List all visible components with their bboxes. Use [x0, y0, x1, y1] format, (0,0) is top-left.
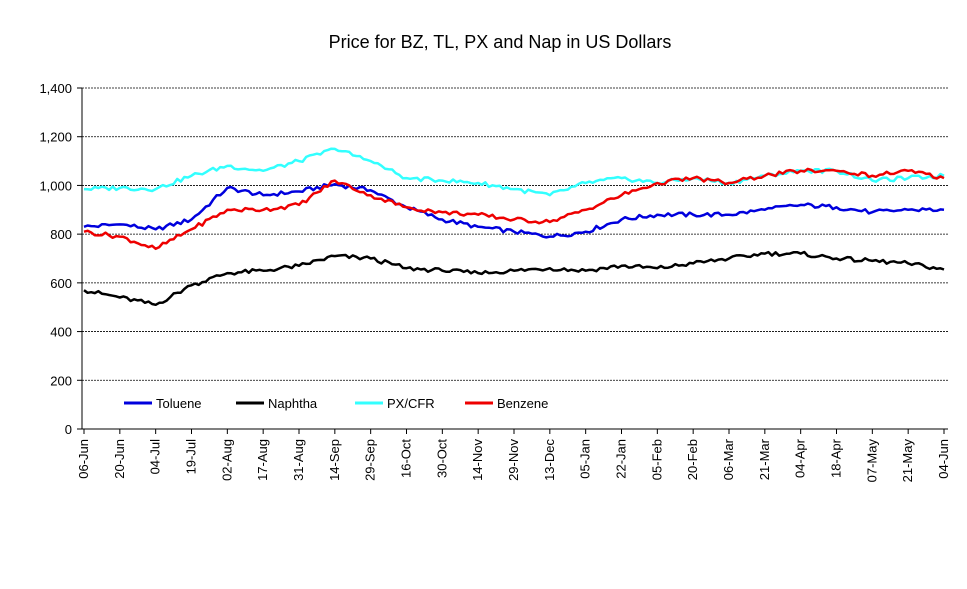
legend-item: Toluene — [124, 396, 202, 411]
x-tick-label: 20-Feb — [685, 439, 700, 480]
y-tick-label: 0 — [65, 422, 72, 437]
x-tick-label: 13-Dec — [542, 439, 557, 481]
y-tick-label: 200 — [50, 373, 72, 388]
x-tick-label: 21-May — [900, 439, 915, 483]
series-line-benzene — [83, 167, 945, 251]
x-tick-label: 17-Aug — [255, 439, 270, 481]
x-tick-label: 30-Oct — [434, 439, 449, 478]
x-tick-label: 20-Jun — [112, 439, 127, 479]
y-tick-label: 1,200 — [39, 130, 72, 145]
legend-item: Benzene — [465, 396, 548, 411]
x-tick-label: 29-Nov — [506, 439, 521, 481]
y-tick-label: 800 — [50, 227, 72, 242]
legend-item: PX/CFR — [355, 396, 435, 411]
x-tick-label: 21-Mar — [757, 438, 772, 480]
x-tick-label: 05-Feb — [649, 439, 664, 480]
y-tick-label: 400 — [50, 325, 72, 340]
series-line-toluene — [83, 182, 945, 239]
y-axis-ticks: 0 200 400 600 800 1,000 1,200 1,400 — [39, 81, 82, 437]
x-tick-label: 04-Apr — [793, 438, 808, 478]
x-tick-label: 18-Apr — [829, 438, 844, 478]
legend: Toluene Naphtha PX/CFR Benzene — [124, 396, 548, 411]
x-axis-ticks: 06-Jun 20-Jun 04-Jul 19-Jul 02-Aug 17-Aug 31-A… — [76, 429, 951, 482]
x-tick-label: 06-Mar — [721, 438, 736, 480]
chart-title: Price for BZ, TL, PX and Nap in US Dolla… — [328, 32, 672, 52]
x-tick-label: 16-Oct — [399, 439, 414, 478]
legend-label: Benzene — [497, 396, 548, 411]
x-tick-label: 04-Jul — [148, 439, 163, 475]
y-tick-label: 600 — [50, 276, 72, 291]
legend-item: Naphtha — [236, 396, 318, 411]
plot-area — [82, 88, 948, 429]
x-tick-label: 07-May — [864, 439, 879, 483]
x-tick-label: 29-Sep — [363, 439, 378, 481]
x-tick-label: 31-Aug — [291, 439, 306, 481]
x-tick-label: 14-Sep — [327, 439, 342, 481]
y-tick-label: 1,000 — [39, 178, 72, 193]
x-tick-label: 14-Nov — [470, 439, 485, 481]
legend-label: Toluene — [156, 396, 202, 411]
axes — [81, 88, 948, 430]
x-tick-label: 04-Jun — [936, 439, 951, 479]
y-tick-label: 1,400 — [39, 81, 72, 96]
legend-label: Naphtha — [268, 396, 318, 411]
gridlines — [82, 87, 948, 381]
legend-label: PX/CFR — [387, 396, 435, 411]
x-tick-label: 05-Jan — [578, 439, 593, 479]
x-tick-label: 02-Aug — [219, 439, 234, 481]
x-tick-label: 06-Jun — [76, 439, 91, 479]
series-line-naphtha — [83, 250, 945, 307]
series-lines — [83, 147, 945, 307]
x-tick-label: 19-Jul — [184, 439, 199, 475]
x-tick-label: 22-Jan — [614, 439, 629, 479]
